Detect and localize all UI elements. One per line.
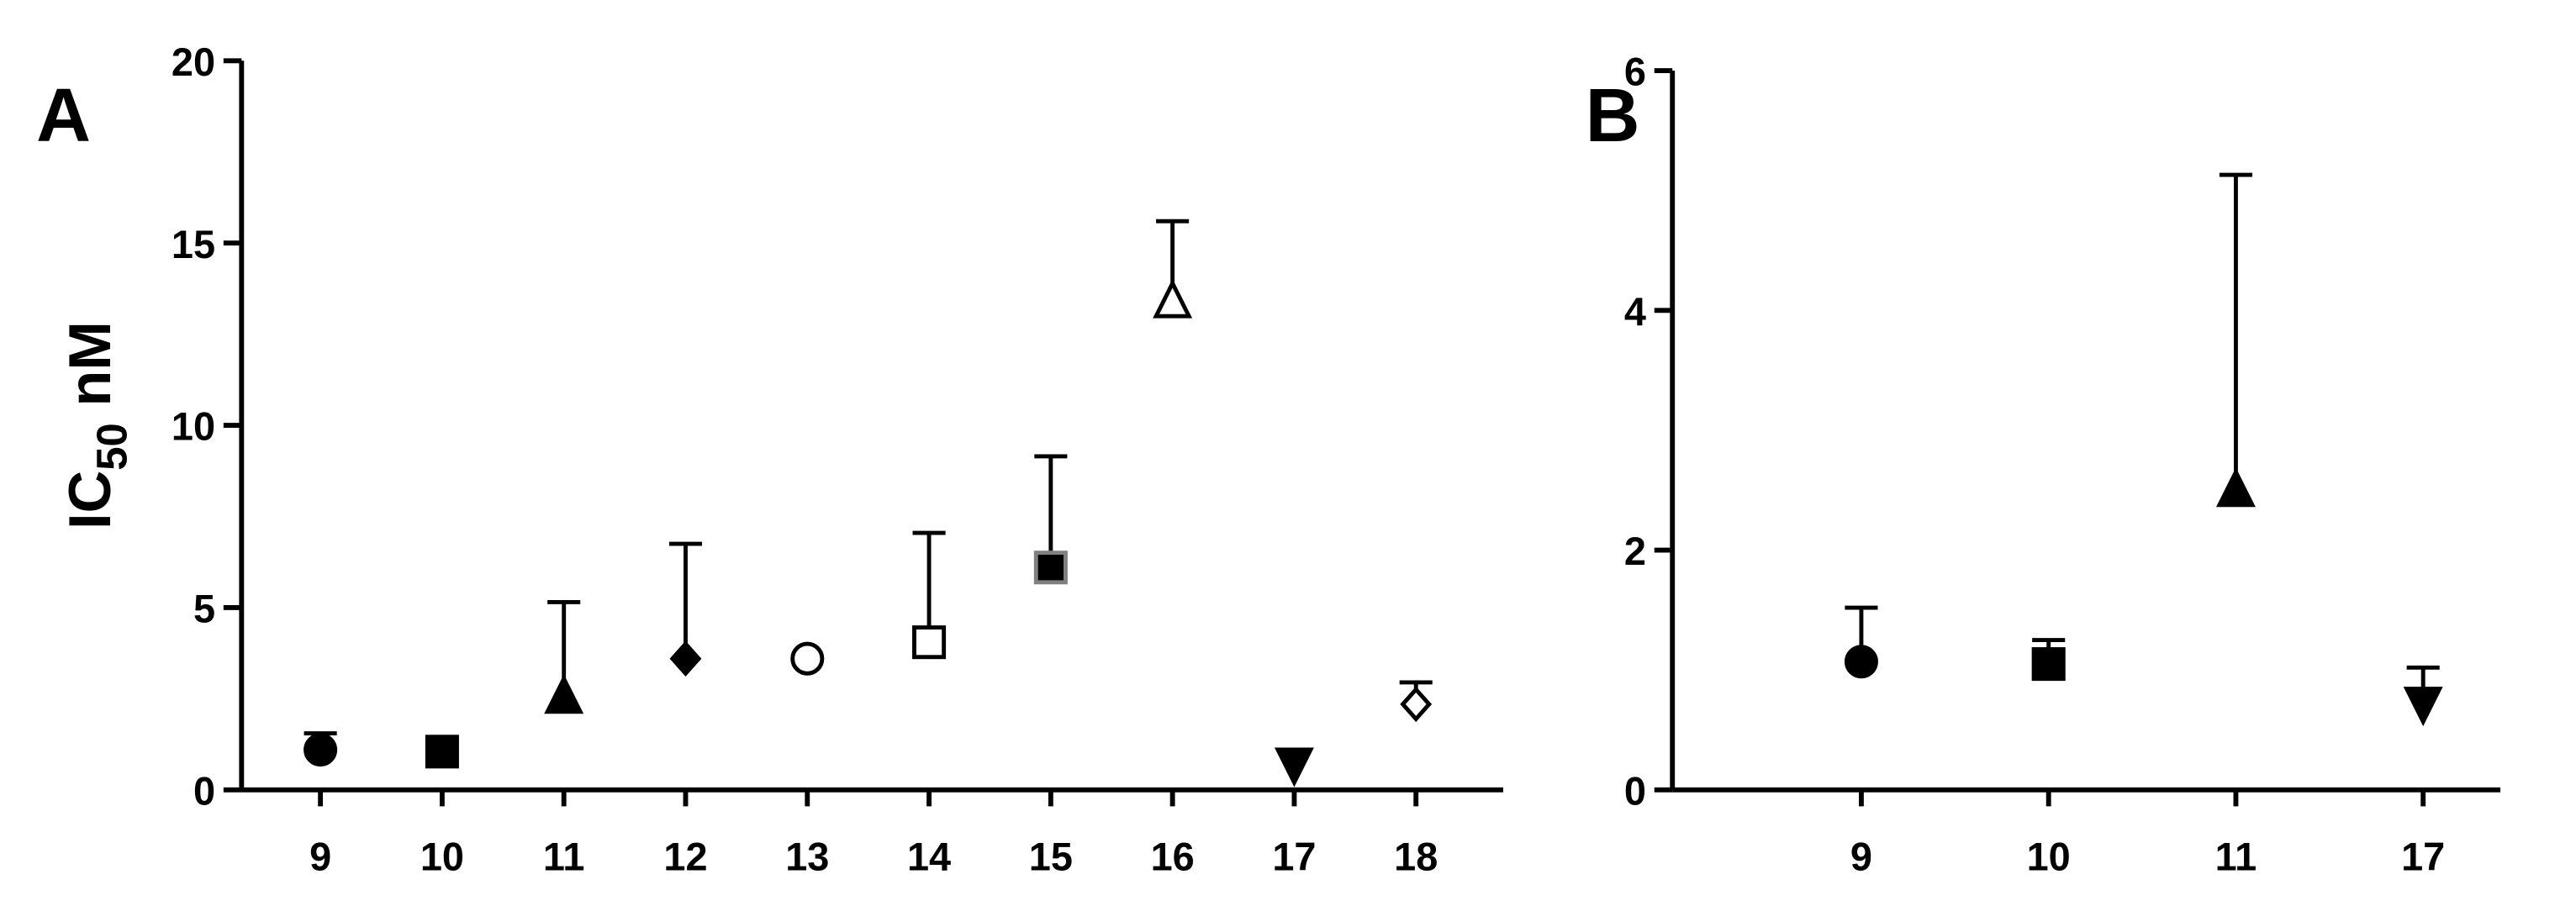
marker [2215,467,2256,508]
error-bar [668,541,703,659]
x-tick-label: 14 [907,835,951,879]
x-tick-label: 18 [1394,835,1438,879]
marker [544,674,584,714]
error-bar [912,530,946,643]
y-tick-label: 5 [193,587,215,631]
y-tick-label: 20 [172,40,215,84]
y-tick-label: 0 [1624,769,1646,813]
y-tick-label: 0 [193,769,215,813]
x-tick-label: 9 [309,835,331,879]
y-tick-label: 10 [172,405,215,449]
x-tick-label: 16 [1151,835,1195,879]
marker [1844,645,1878,679]
marker [912,625,947,660]
error-bar [1034,454,1068,568]
x-tick-label: 10 [420,835,464,879]
error-bar [2219,172,2252,491]
x-tick-label: 17 [2401,835,2445,879]
marker [1033,550,1068,585]
marker [1153,278,1193,319]
x-tick-label: 10 [2027,835,2071,879]
marker [2031,647,2066,682]
x-tick-label: 11 [543,835,585,879]
panel-label: A [36,74,91,158]
y-axis-label-unit: nM [56,321,123,407]
marker [1274,747,1314,787]
panel-label: B [1586,74,1640,158]
y-tick-label: 2 [1624,529,1646,573]
x-tick-label: 15 [1029,835,1073,879]
marker [425,735,459,769]
y-tick-label: 15 [172,223,215,266]
x-tick-label: 9 [1850,835,1872,879]
y-axis-label: IC50 nM [56,321,136,529]
y-axis-label-sub: 50 [88,423,136,471]
y-axis-label-main: IC [56,471,123,529]
x-tick-label: 13 [785,835,829,879]
y-tick-label: 4 [1624,290,1646,334]
x-tick-label: 17 [1272,835,1316,879]
y-tick-label: 6 [1624,50,1646,94]
marker [790,641,825,676]
marker [669,640,702,677]
x-tick-label: 11 [2215,835,2257,879]
marker [304,733,338,767]
marker [1400,686,1433,723]
marker [2403,687,2443,727]
x-tick-label: 12 [663,835,707,879]
